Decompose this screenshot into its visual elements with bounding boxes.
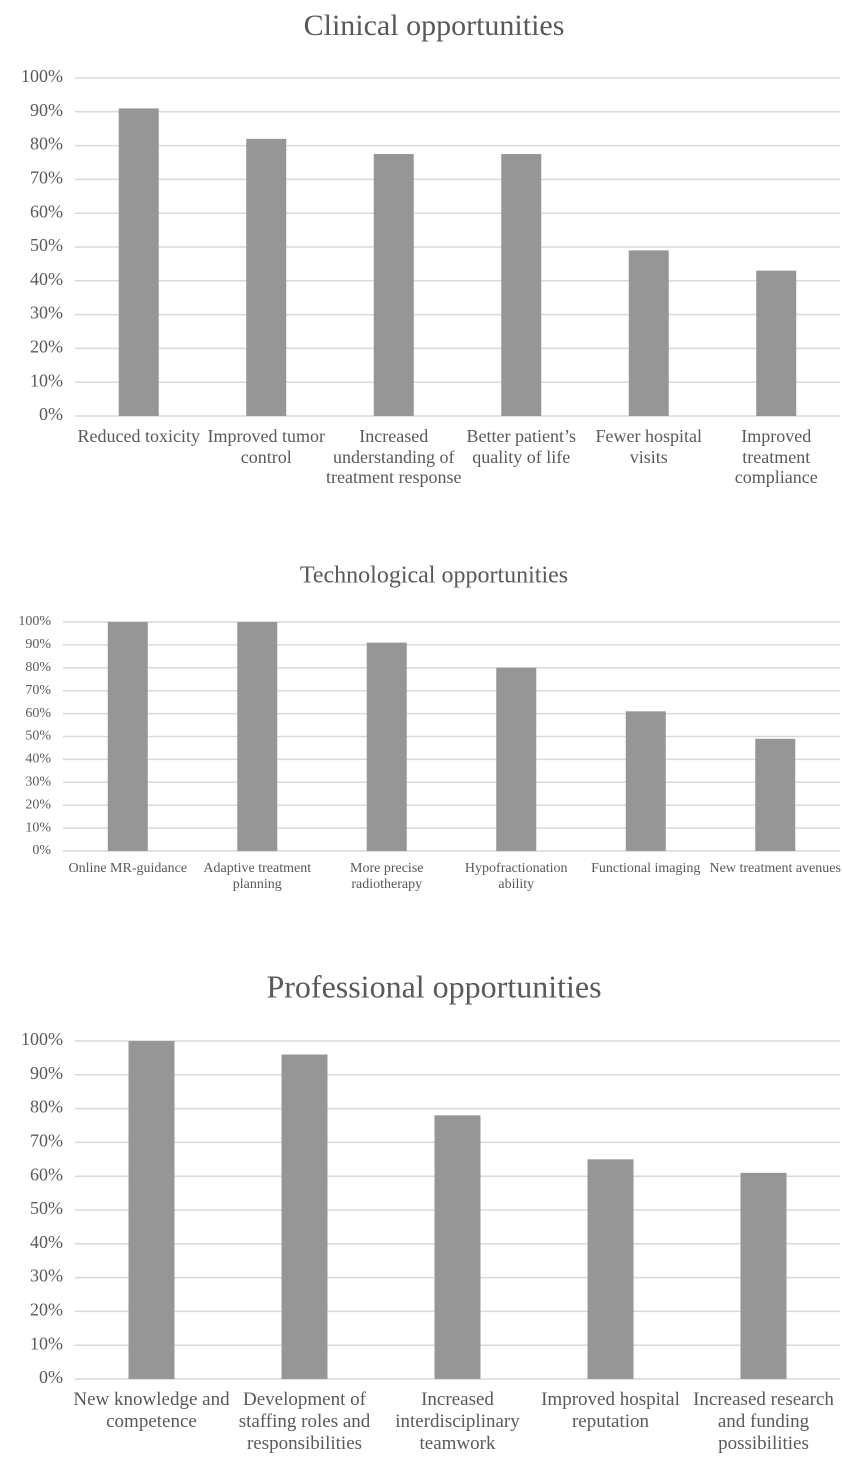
bar: [628, 250, 669, 416]
y-tick-label: 90%: [30, 1063, 63, 1083]
y-tick-label: 60%: [30, 1164, 63, 1184]
y-tick-label: 40%: [25, 752, 51, 767]
chart-title: Technological opportunities: [300, 563, 568, 589]
bar: [373, 154, 414, 417]
y-tick-label: 30%: [30, 303, 63, 323]
y-tick-label: 10%: [30, 370, 63, 390]
bar: [434, 1115, 481, 1379]
y-tick-label: 20%: [30, 337, 63, 357]
y-tick-label: 60%: [30, 201, 63, 221]
y-tick-label: 0%: [32, 843, 51, 858]
y-tick-label: 40%: [30, 1232, 63, 1252]
y-tick-label: 10%: [30, 1333, 63, 1353]
x-tick-label: Hypofractionation ability: [464, 861, 568, 893]
y-tick-label: 30%: [25, 775, 51, 790]
y-tick-label: 50%: [25, 729, 51, 744]
y-tick-label: 10%: [25, 820, 51, 835]
x-label-box: New knowledge and competence: [73, 1389, 230, 1432]
y-tick-label: 20%: [25, 797, 51, 812]
x-tick-label: Online MR-guidance: [68, 861, 188, 876]
bar: [756, 270, 797, 416]
x-tick-label: More precise radiotherapy: [350, 861, 424, 893]
x-label-box: New treatment avenues: [709, 861, 841, 876]
bar: [237, 622, 278, 851]
x-tick-label: Adaptive treatment planning: [203, 861, 312, 893]
x-tick-label: Fewer hospital visits: [595, 426, 702, 467]
x-label-box: Increased research and funding possibili…: [693, 1389, 834, 1454]
bar: [128, 1041, 175, 1379]
y-tick-label: 0%: [39, 1367, 63, 1387]
x-tick-label: Increased interdisciplinary teamwork: [395, 1389, 520, 1454]
y-tick-label: 90%: [30, 100, 63, 120]
bar: [496, 667, 537, 851]
x-tick-label: Improved hospital reputation: [541, 1389, 680, 1432]
y-tick-label: 70%: [25, 683, 51, 698]
x-tick-label: New knowledge and competence: [73, 1389, 230, 1432]
y-tick-label: 100%: [18, 614, 51, 629]
bar: [587, 1159, 634, 1379]
bar: [118, 108, 159, 417]
x-tick-label: New treatment avenues: [709, 861, 841, 876]
chart-title: Professional opportunities: [266, 968, 601, 1004]
chart-title: Clinical opportunities: [304, 9, 565, 42]
bar: [366, 642, 407, 851]
y-tick-label: 80%: [25, 660, 51, 675]
y-tick-label: 70%: [30, 168, 63, 188]
x-label-box: Functional imaging: [591, 861, 701, 876]
y-tick-label: 60%: [25, 706, 51, 721]
y-tick-label: 50%: [30, 235, 63, 255]
y-tick-label: 100%: [21, 1029, 63, 1049]
y-tick-label: 100%: [21, 66, 63, 86]
y-tick-label: 70%: [30, 1131, 63, 1151]
bar: [625, 711, 666, 851]
y-tick-label: 90%: [25, 637, 51, 652]
x-label-box: Better patient’s quality of life: [466, 426, 576, 467]
x-label-box: Improved tumor control: [207, 426, 325, 467]
x-tick-label: Better patient’s quality of life: [466, 426, 576, 467]
bar: [281, 1054, 328, 1379]
x-label-box: Online MR-guidance: [68, 861, 188, 876]
x-label-box: Reduced toxicity: [77, 426, 200, 446]
bar: [755, 738, 796, 851]
y-tick-label: 80%: [30, 1097, 63, 1117]
x-label-box: Improved hospital reputation: [541, 1389, 680, 1432]
x-label-box: More precise radiotherapy: [350, 861, 424, 893]
x-tick-label: Reduced toxicity: [77, 426, 200, 446]
y-tick-label: 30%: [30, 1266, 63, 1286]
bar: [501, 154, 542, 417]
y-tick-label: 80%: [30, 134, 63, 154]
bar: [740, 1172, 787, 1379]
y-tick-label: 0%: [39, 404, 63, 424]
x-tick-label: Improved tumor control: [207, 426, 325, 467]
x-label-box: Hypofractionation ability: [464, 861, 568, 893]
x-tick-label: Development of staffing roles and respon…: [238, 1389, 371, 1454]
x-label-box: Development of staffing roles and respon…: [238, 1389, 371, 1454]
x-label-box: Increased interdisciplinary teamwork: [395, 1389, 520, 1454]
x-label-box: Fewer hospital visits: [595, 426, 702, 467]
y-tick-label: 50%: [30, 1198, 63, 1218]
bar: [107, 622, 148, 851]
x-label-box: Adaptive treatment planning: [203, 861, 312, 893]
bar: [246, 138, 287, 416]
x-tick-label: Functional imaging: [591, 861, 701, 876]
x-label-box: Improved treatment compliance: [734, 426, 818, 488]
x-tick-label: Increased research and funding possibili…: [693, 1389, 834, 1454]
y-tick-label: 40%: [30, 269, 63, 289]
x-tick-label: Improved treatment compliance: [734, 426, 818, 488]
x-label-box: Increased understanding of treatment res…: [326, 426, 462, 488]
x-tick-label: Increased understanding of treatment res…: [326, 426, 462, 488]
y-tick-label: 20%: [30, 1300, 63, 1320]
